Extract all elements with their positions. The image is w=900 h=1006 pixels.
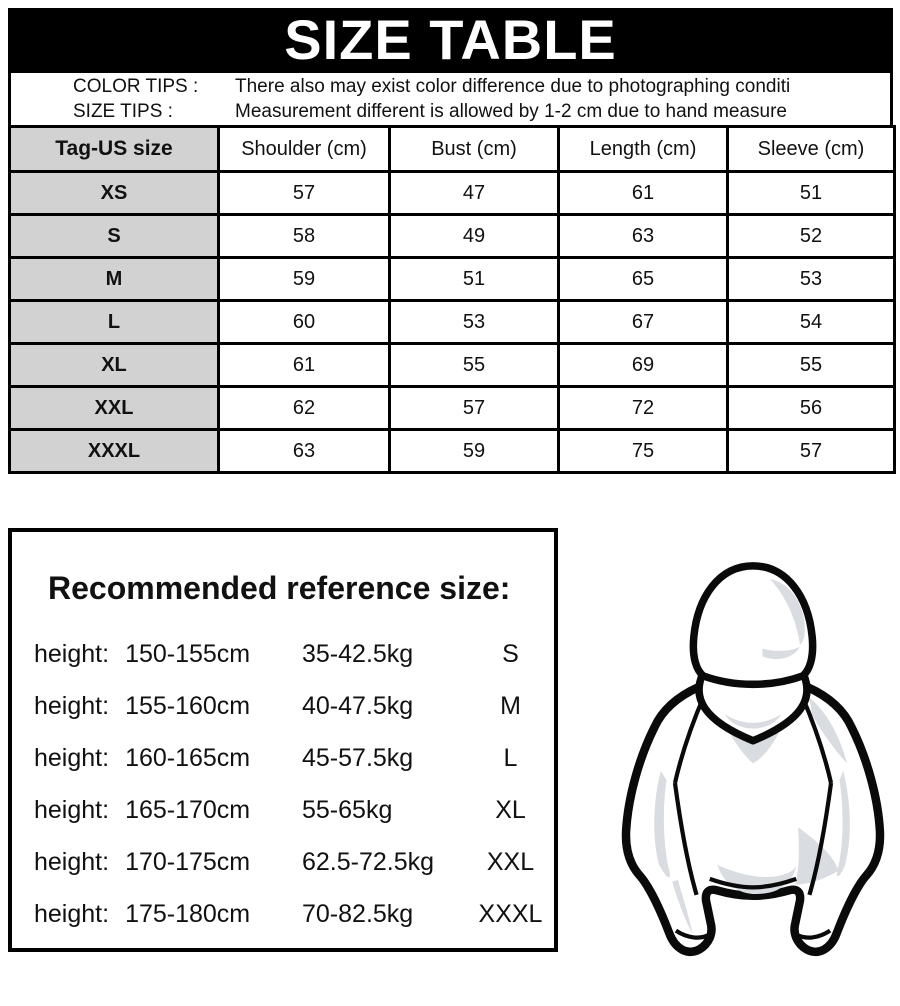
tips-strip: COLOR TIPS : SIZE TIPS : There also may … bbox=[8, 70, 893, 125]
weight-range: 70-82.5kg bbox=[302, 899, 414, 928]
value-cell: 62 bbox=[217, 385, 391, 431]
recommended-size: XXL bbox=[486, 847, 535, 876]
size-cell: L bbox=[8, 299, 220, 345]
height-range: height: 175-180cm bbox=[34, 900, 302, 929]
reference-rows: height: 150-155cm 35-42.5kg S height: 155-… bbox=[34, 628, 544, 940]
height-label: height: bbox=[34, 899, 110, 928]
weight-range: 62.5-72.5kg bbox=[302, 847, 435, 876]
color-tips-label: COLOR TIPS : bbox=[73, 76, 199, 97]
size-table: Tag-US size Shoulder (cm) Bust (cm) Leng… bbox=[8, 125, 896, 474]
hoodie-back-view-icon bbox=[621, 562, 885, 956]
height-label: height: bbox=[34, 639, 110, 668]
value-cell: 60 bbox=[217, 299, 391, 345]
value-cell: 53 bbox=[726, 256, 896, 302]
height-value: 155-160cm bbox=[125, 691, 251, 720]
size-tips-label: SIZE TIPS : bbox=[73, 101, 173, 122]
value-cell: 55 bbox=[726, 342, 896, 388]
weight-range: 45-57.5kg bbox=[302, 743, 414, 772]
size-cell: XXL bbox=[8, 385, 220, 431]
reference-row: height: 175-180cm 70-82.5kg XXXL bbox=[34, 888, 544, 940]
height-range: height: 160-165cm bbox=[34, 744, 302, 773]
size-table-header-row: Tag-US size Shoulder (cm) Bust (cm) Leng… bbox=[8, 125, 896, 173]
value-cell: 58 bbox=[217, 213, 391, 259]
size-cell: M bbox=[8, 256, 220, 302]
value-cell: 75 bbox=[557, 428, 729, 474]
recommended-size: XXXL bbox=[478, 899, 543, 928]
value-cell: 52 bbox=[726, 213, 896, 259]
value-cell: 57 bbox=[388, 385, 560, 431]
height-range: height: 170-175cm bbox=[34, 848, 302, 877]
height-label: height: bbox=[34, 743, 110, 772]
value-cell: 54 bbox=[726, 299, 896, 345]
value-cell: 47 bbox=[388, 170, 560, 216]
value-cell: 69 bbox=[557, 342, 729, 388]
value-cell: 72 bbox=[557, 385, 729, 431]
weight-range: 55-65kg bbox=[302, 795, 393, 824]
height-range: height: 155-160cm bbox=[34, 692, 302, 721]
height-range: height: 165-170cm bbox=[34, 796, 302, 825]
table-row-xxl: XXL 62 57 72 56 bbox=[8, 385, 896, 431]
hoodie-illustration bbox=[612, 548, 894, 1003]
table-row-xxxl: XXXL 63 59 75 57 bbox=[8, 428, 896, 474]
col-header-length: Length (cm) bbox=[557, 125, 729, 173]
recommended-size: XL bbox=[495, 795, 526, 824]
value-cell: 51 bbox=[388, 256, 560, 302]
value-cell: 57 bbox=[726, 428, 896, 474]
value-cell: 55 bbox=[388, 342, 560, 388]
value-cell: 59 bbox=[388, 428, 560, 474]
table-row-s: S 58 49 63 52 bbox=[8, 213, 896, 259]
reference-row: height: 165-170cm 55-65kg XL bbox=[34, 784, 544, 836]
value-cell: 56 bbox=[726, 385, 896, 431]
value-cell: 67 bbox=[557, 299, 729, 345]
value-cell: 57 bbox=[217, 170, 391, 216]
value-cell: 51 bbox=[726, 170, 896, 216]
reference-row: height: 155-160cm 40-47.5kg M bbox=[34, 680, 544, 732]
height-range: height: 150-155cm bbox=[34, 640, 302, 669]
value-cell: 59 bbox=[217, 256, 391, 302]
reference-size-box: Recommended reference size: height: 150-1… bbox=[8, 528, 558, 952]
size-cell: XXXL bbox=[8, 428, 220, 474]
value-cell: 63 bbox=[217, 428, 391, 474]
reference-title: Recommended reference size: bbox=[48, 570, 511, 606]
page-title: SIZE TABLE bbox=[8, 8, 893, 71]
value-cell: 61 bbox=[557, 170, 729, 216]
table-row-m: M 59 51 65 53 bbox=[8, 256, 896, 302]
col-header-shoulder: Shoulder (cm) bbox=[217, 125, 391, 173]
size-cell: S bbox=[8, 213, 220, 259]
recommended-size: L bbox=[503, 743, 518, 772]
height-value: 160-165cm bbox=[125, 743, 251, 772]
reference-row: height: 170-175cm 62.5-72.5kg XXL bbox=[34, 836, 544, 888]
reference-row: height: 150-155cm 35-42.5kg S bbox=[34, 628, 544, 680]
recommended-size: M bbox=[500, 691, 521, 720]
height-label: height: bbox=[34, 691, 110, 720]
height-value: 165-170cm bbox=[125, 795, 251, 824]
table-row-xs: XS 57 47 61 51 bbox=[8, 170, 896, 216]
table-row-xl: XL 61 55 69 55 bbox=[8, 342, 896, 388]
size-tips-text: Measurement different is allowed by 1-2 … bbox=[235, 101, 788, 122]
col-header-bust: Bust (cm) bbox=[388, 125, 560, 173]
col-header-tag-us-size: Tag-US size bbox=[8, 125, 220, 173]
height-label: height: bbox=[34, 795, 110, 824]
tips-text: There also may exist color difference du… bbox=[201, 74, 790, 124]
color-tips-text: There also may exist color difference du… bbox=[235, 76, 791, 97]
weight-range: 40-47.5kg bbox=[302, 691, 414, 720]
value-cell: 53 bbox=[388, 299, 560, 345]
value-cell: 49 bbox=[388, 213, 560, 259]
size-cell: XS bbox=[8, 170, 220, 216]
tips-labels: COLOR TIPS : SIZE TIPS : bbox=[11, 74, 201, 124]
value-cell: 61 bbox=[217, 342, 391, 388]
height-value: 175-180cm bbox=[125, 899, 251, 928]
recommended-size: S bbox=[502, 639, 519, 668]
value-cell: 65 bbox=[557, 256, 729, 302]
height-value: 170-175cm bbox=[125, 847, 251, 876]
reference-row: height: 160-165cm 45-57.5kg L bbox=[34, 732, 544, 784]
size-cell: XL bbox=[8, 342, 220, 388]
table-row-l: L 60 53 67 54 bbox=[8, 299, 896, 345]
height-label: height: bbox=[34, 847, 110, 876]
height-value: 150-155cm bbox=[125, 639, 251, 668]
weight-range: 35-42.5kg bbox=[302, 639, 414, 668]
value-cell: 63 bbox=[557, 213, 729, 259]
col-header-sleeve: Sleeve (cm) bbox=[726, 125, 896, 173]
